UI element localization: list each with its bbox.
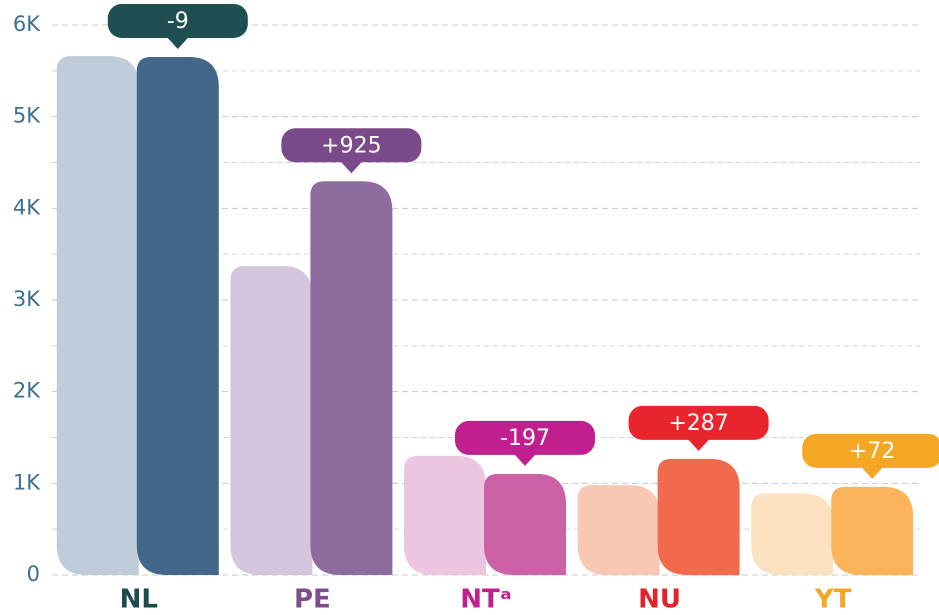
y-tick-label: 5K — [13, 104, 41, 128]
bar — [136, 56, 219, 576]
x-tick-label: PE — [294, 585, 331, 615]
bar — [751, 493, 834, 575]
bar — [404, 455, 486, 575]
bar — [230, 266, 313, 575]
bar — [484, 473, 566, 575]
bar — [831, 486, 914, 575]
change-label: -9 — [167, 9, 189, 34]
x-tick-label: NTᵃ — [460, 585, 511, 615]
y-tick-label: 4K — [13, 195, 41, 219]
change-label: +287 — [668, 411, 728, 436]
change-badge — [107, 3, 248, 38]
x-tick-label: NU — [638, 585, 681, 615]
badge-pointer — [340, 161, 363, 174]
x-tick-label: YT — [814, 585, 852, 615]
bar — [657, 458, 740, 575]
change-badge — [455, 420, 595, 455]
y-tick-label: 1K — [13, 470, 41, 494]
change-badge — [802, 433, 939, 468]
badge-pointer — [166, 36, 189, 49]
bar — [56, 56, 139, 575]
change-label: +925 — [321, 133, 381, 158]
y-tick-label: 0 — [27, 562, 40, 586]
badge-pointer — [514, 453, 536, 466]
change-label: -197 — [500, 426, 550, 451]
y-tick-label: 2K — [13, 379, 41, 403]
y-tick-label: 3K — [13, 287, 41, 311]
y-tick-label: 6K — [13, 12, 41, 36]
bar — [577, 485, 660, 575]
x-tick-label: NL — [120, 585, 158, 615]
change-label: +72 — [849, 439, 895, 464]
badge-pointer — [861, 466, 884, 479]
change-badge — [281, 128, 422, 163]
badge-pointer — [687, 438, 710, 451]
bar — [310, 181, 393, 575]
change-badge — [628, 405, 769, 440]
